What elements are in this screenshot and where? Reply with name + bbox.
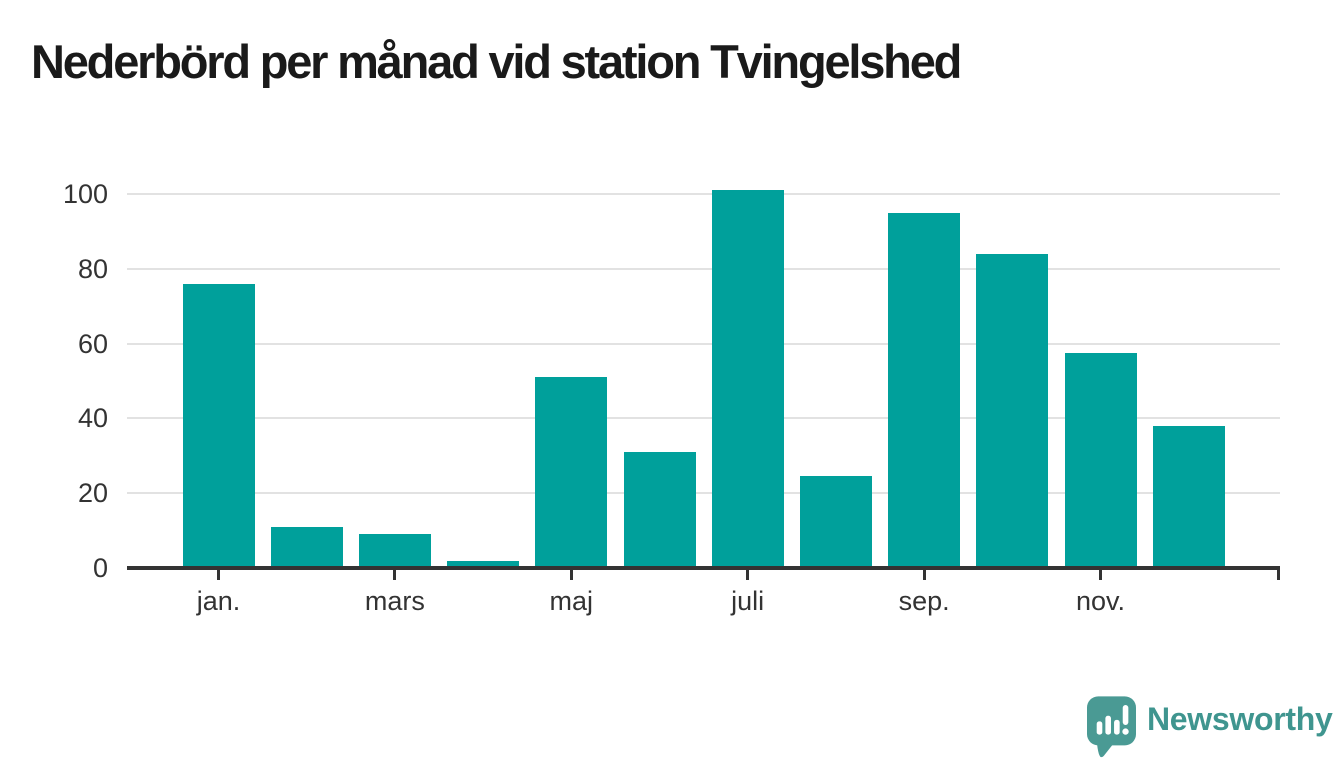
x-axis-tick bbox=[393, 568, 397, 580]
x-tick-label-jan.: jan. bbox=[196, 586, 241, 616]
y-tick-label-100: 100 bbox=[62, 179, 108, 209]
y-tick-label-40: 40 bbox=[77, 403, 108, 434]
bar-feb. bbox=[270, 526, 343, 568]
gridline-y-40 bbox=[127, 417, 1280, 420]
x-axis-tick bbox=[1099, 568, 1102, 580]
bar-sep. bbox=[888, 212, 961, 568]
bar-maj bbox=[535, 377, 608, 568]
bar-jan. bbox=[182, 283, 255, 568]
chart-title: Nederbörd per månad vid station Tvingels… bbox=[31, 35, 962, 88]
y-tick-label-80: 80 bbox=[77, 253, 108, 284]
y-tick-label-0: 0 bbox=[92, 553, 108, 583]
x-tick-label-maj: maj bbox=[549, 586, 594, 616]
gridline-y-100 bbox=[127, 193, 1280, 195]
x-axis-tick bbox=[922, 568, 926, 580]
x-tick-label-nov.: nov. bbox=[1075, 586, 1126, 616]
bar-apr. bbox=[447, 560, 520, 568]
gridline-y-80 bbox=[127, 267, 1280, 270]
x-axis-end-tick bbox=[1277, 568, 1280, 580]
bar-aug. bbox=[799, 476, 872, 568]
bar-juli bbox=[711, 190, 784, 568]
y-tick-label-60: 60 bbox=[77, 328, 108, 359]
newsworthy-logo-icon bbox=[1087, 696, 1136, 758]
x-axis-tick bbox=[217, 568, 220, 580]
bar-mars bbox=[358, 534, 431, 568]
x-tick-label-sep.: sep. bbox=[898, 586, 950, 616]
bar-okt. bbox=[976, 253, 1049, 568]
bar-nov. bbox=[1064, 352, 1137, 568]
plot-area bbox=[127, 190, 1280, 580]
x-tick-label-mars: mars bbox=[364, 586, 425, 616]
x-tick-label-juli: juli bbox=[731, 586, 765, 616]
x-axis-tick bbox=[746, 568, 750, 580]
gridline-y-60 bbox=[127, 342, 1280, 345]
newsworthy-logo-text: Newsworthy bbox=[1147, 701, 1333, 737]
bar-dec. bbox=[1152, 425, 1225, 568]
gridline-y-20 bbox=[127, 492, 1280, 495]
bar-juni bbox=[623, 452, 696, 568]
y-tick-label-20: 20 bbox=[77, 478, 108, 509]
logo-bars-glyph bbox=[1096, 705, 1129, 735]
newsworthy-logo: Newsworthy bbox=[1087, 696, 1333, 760]
x-axis-tick bbox=[569, 568, 573, 580]
x-axis-line bbox=[127, 565, 1280, 570]
